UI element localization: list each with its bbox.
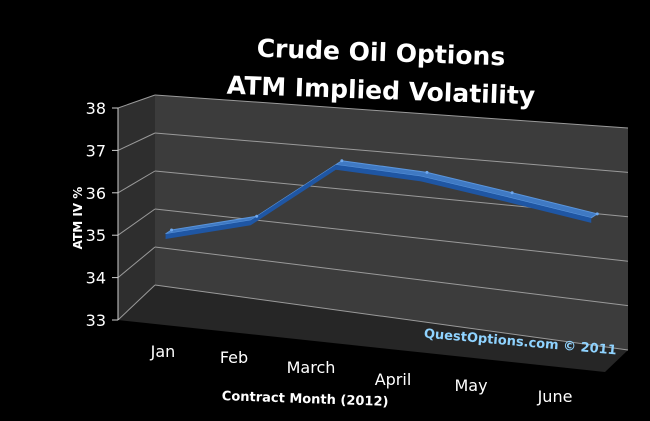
gridline [154, 94, 629, 129]
gridline [154, 208, 629, 262]
x-tick-label: June [537, 387, 573, 406]
plot-back-wall [155, 95, 628, 350]
y-tick-label: 34 [86, 269, 106, 288]
gridline [154, 246, 629, 307]
x-tick-label: May [454, 376, 487, 395]
data-point-april [425, 170, 429, 174]
gridline [154, 132, 629, 173]
x-tick-label: April [375, 370, 412, 389]
plot-floor [118, 285, 628, 372]
series-ribbon-front [165, 164, 592, 239]
x-axis-title: Contract Month (2012) [222, 389, 389, 410]
data-point-may [510, 191, 514, 195]
gridline-side [117, 208, 156, 236]
x-tick-label: Jan [150, 342, 176, 361]
gridline-side [117, 94, 156, 109]
plot-side-wall [118, 95, 155, 320]
data-point-feb [255, 214, 259, 218]
gridline-side [117, 246, 156, 278]
y-tick-label: 37 [86, 141, 106, 160]
gridline [154, 284, 629, 351]
y-axis-title: ATM IV % [71, 187, 85, 250]
y-tick-label: 36 [86, 184, 106, 203]
data-point-jan [170, 228, 174, 232]
gridline-side [117, 132, 156, 151]
data-point-june [595, 212, 599, 216]
y-tick-label: 33 [86, 311, 106, 330]
y-tick-label: 38 [86, 99, 106, 118]
gridline-side [117, 284, 156, 321]
x-tick-label: Feb [220, 348, 248, 367]
data-point-march [340, 159, 344, 163]
gridline-side [117, 170, 156, 194]
x-tick-label: March [287, 358, 336, 377]
y-tick-label: 35 [86, 226, 106, 245]
